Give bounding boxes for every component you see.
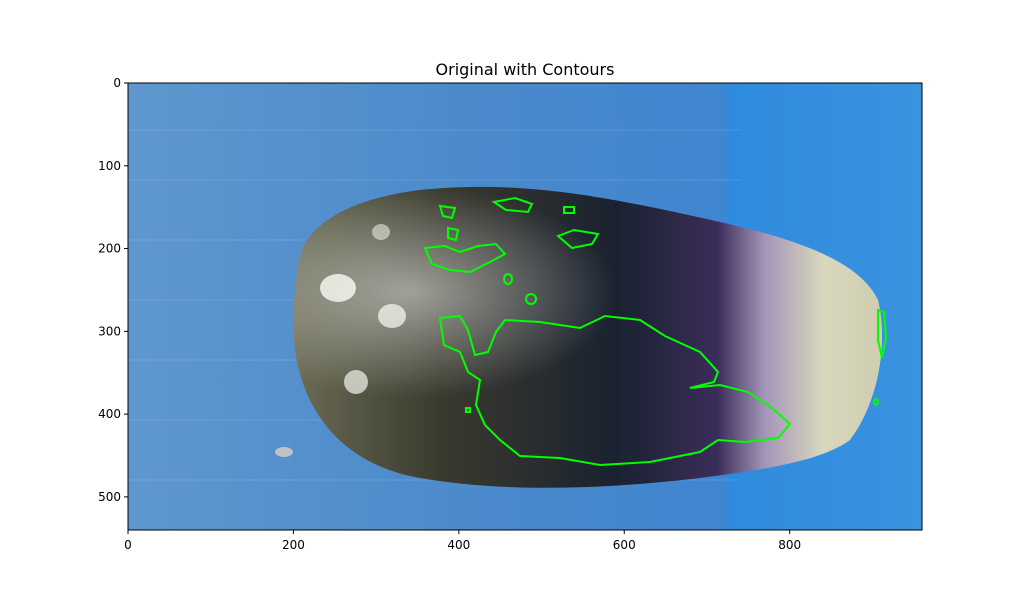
contour xyxy=(877,308,888,359)
contour xyxy=(491,196,534,214)
image-area xyxy=(128,83,922,530)
seed-highlight xyxy=(293,186,883,488)
figure-title: Original with Contours xyxy=(436,60,615,79)
speck xyxy=(275,447,293,457)
contour xyxy=(525,293,537,305)
glare-spot xyxy=(344,370,368,394)
contour xyxy=(438,314,792,467)
y-tick-label: 0 xyxy=(113,76,121,90)
x-tick-label: 200 xyxy=(282,538,305,552)
y-tick-label: 200 xyxy=(98,242,121,256)
x-tick-label: 0 xyxy=(124,538,132,552)
x-tick-label: 800 xyxy=(778,538,801,552)
contour xyxy=(503,273,513,285)
contour xyxy=(556,228,600,250)
contours xyxy=(423,196,888,467)
axes-frame xyxy=(127,82,923,531)
y-tick-label: 100 xyxy=(98,159,121,173)
y-tick-label: 300 xyxy=(98,324,121,338)
glare-spot xyxy=(378,304,406,328)
y-tick-label: 400 xyxy=(98,407,121,421)
contour xyxy=(465,407,471,413)
x-tick-label: 400 xyxy=(447,538,470,552)
contour xyxy=(873,398,879,406)
glare-spot xyxy=(372,224,390,240)
contour xyxy=(447,226,460,242)
y-tick-label: 500 xyxy=(98,490,121,504)
contour xyxy=(438,204,457,220)
x-tick-label: 600 xyxy=(613,538,636,552)
x-axis: 0 200 400 600 800 xyxy=(124,530,801,552)
glare-spot xyxy=(320,274,356,302)
contour xyxy=(423,242,507,274)
y-axis: 0 100 200 300 400 500 xyxy=(98,76,128,504)
contour xyxy=(563,206,575,214)
